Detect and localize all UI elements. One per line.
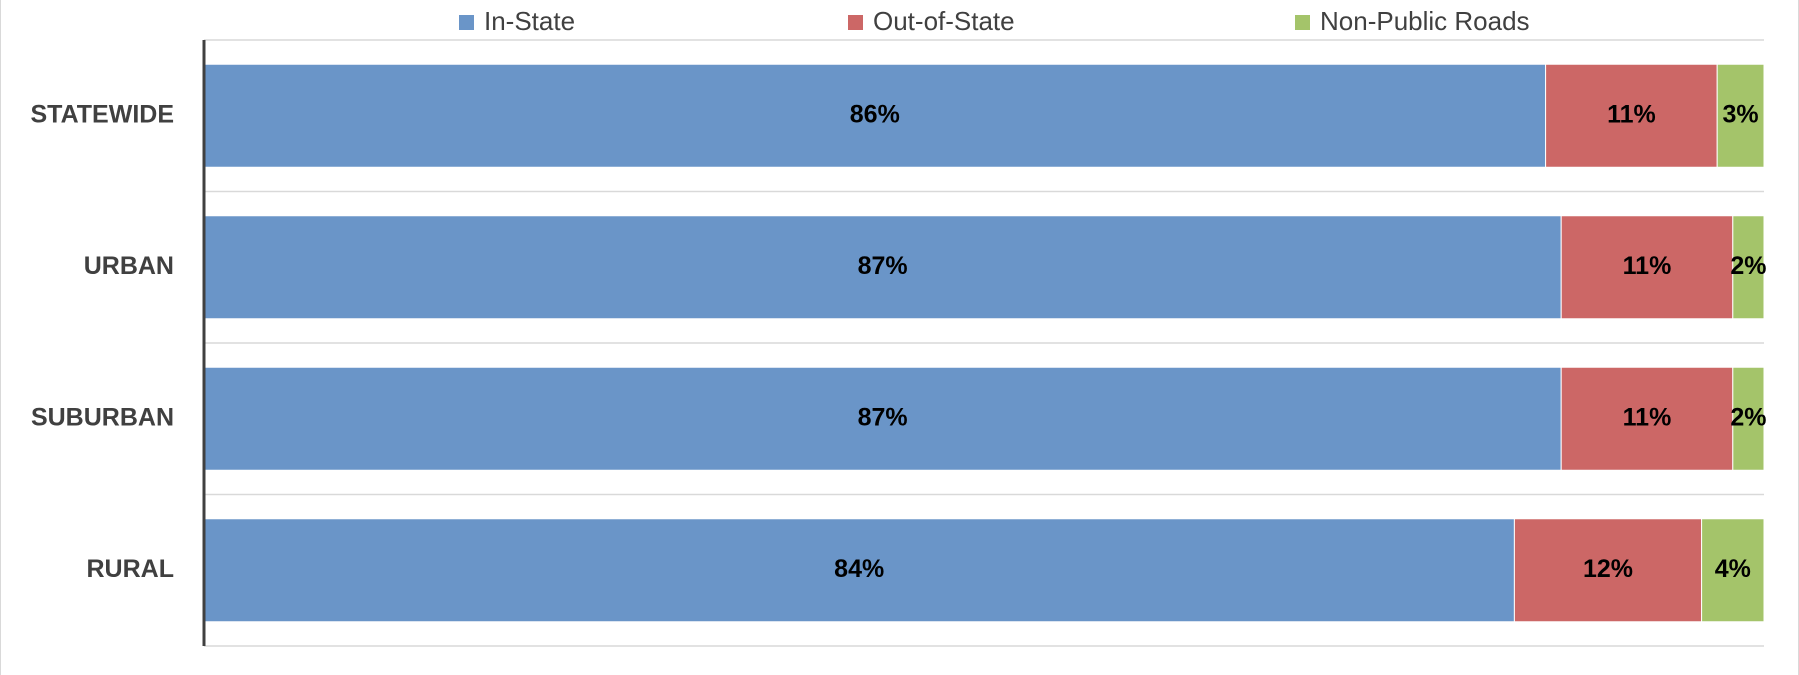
value-label: 11% [1623,252,1672,280]
value-label: 87% [858,252,908,280]
bar-segment [203,63,1547,168]
bar-segment [203,518,1515,623]
value-label: 12% [1583,555,1633,583]
legend-label: Non-Public Roads [1320,6,1530,36]
category-label: URBAN [84,252,174,280]
legend-label: In-State [484,6,575,36]
value-label: 11% [1623,403,1672,431]
legend-swatch [459,15,474,30]
category-label: SUBURBAN [31,403,174,431]
bar-segment [1560,215,1734,320]
bar-segment [1732,366,1765,471]
value-label: 3% [1723,100,1759,128]
bar-segment [203,366,1562,471]
value-label: 2% [1730,403,1766,431]
bar-segment [1545,63,1718,168]
category-label: RURAL [87,555,175,583]
value-label: 4% [1715,555,1751,583]
legend-swatch [848,15,863,30]
legend-label: Out-of-State [873,6,1015,36]
value-label: 2% [1730,252,1766,280]
bar-segment [1560,366,1734,471]
value-label: 11% [1607,100,1656,128]
bar-segment [1513,518,1703,623]
bar-segment [1701,518,1765,623]
value-label: 84% [834,555,884,583]
bar-segment [1716,63,1765,168]
value-label: 87% [858,403,908,431]
bar-segment [1732,215,1765,320]
value-label: 86% [850,100,900,128]
category-label: STATEWIDE [30,100,174,128]
legend-swatch [1295,15,1310,30]
bar-segment [203,215,1562,320]
